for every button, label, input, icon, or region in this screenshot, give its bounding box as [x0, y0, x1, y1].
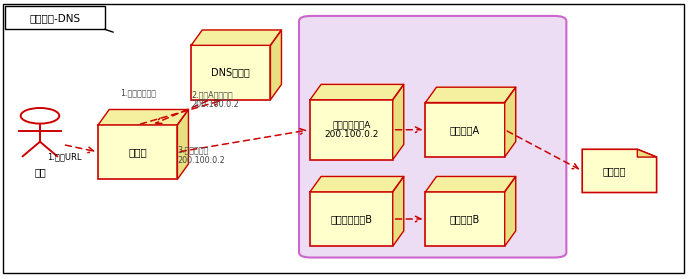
Polygon shape — [310, 84, 404, 100]
Text: 1.输入URL: 1.输入URL — [47, 152, 81, 161]
FancyBboxPatch shape — [426, 192, 504, 246]
Polygon shape — [637, 149, 657, 157]
FancyBboxPatch shape — [99, 125, 178, 179]
Polygon shape — [393, 177, 404, 246]
Text: 2.返回A记录地址
200.100.0.2: 2.返回A记录地址 200.100.0.2 — [192, 90, 239, 109]
Polygon shape — [504, 177, 515, 246]
Text: 网站机房: 网站机房 — [603, 166, 626, 176]
Polygon shape — [426, 177, 515, 192]
FancyBboxPatch shape — [192, 45, 270, 100]
Text: DNS服务器: DNS服务器 — [212, 68, 250, 78]
Polygon shape — [178, 109, 189, 179]
FancyBboxPatch shape — [426, 102, 504, 157]
Polygon shape — [310, 177, 404, 192]
Polygon shape — [99, 109, 189, 125]
FancyBboxPatch shape — [299, 16, 566, 258]
Polygon shape — [426, 87, 515, 102]
FancyBboxPatch shape — [310, 100, 393, 160]
Text: 应用集群A: 应用集群A — [450, 125, 480, 135]
FancyBboxPatch shape — [310, 192, 393, 246]
Text: 负载均衡设备B: 负载均衡设备B — [331, 214, 372, 224]
Text: 应用集群B: 应用集群B — [450, 214, 480, 224]
Text: 浏览器: 浏览器 — [128, 147, 147, 157]
FancyBboxPatch shape — [5, 6, 105, 29]
Text: 负载均衡-DNS: 负载均衡-DNS — [29, 13, 81, 23]
Text: 1.请求域名解析: 1.请求域名解析 — [121, 88, 156, 97]
Text: 负载均衡设备A
200.100.0.2: 负载均衡设备A 200.100.0.2 — [325, 120, 378, 140]
Text: 用户: 用户 — [34, 167, 46, 177]
Polygon shape — [192, 30, 282, 45]
Polygon shape — [582, 149, 657, 193]
Polygon shape — [270, 30, 282, 100]
Polygon shape — [393, 84, 404, 160]
Polygon shape — [504, 87, 515, 157]
Text: 3.浏览器请求
200.100.0.2: 3.浏览器请求 200.100.0.2 — [178, 146, 225, 165]
